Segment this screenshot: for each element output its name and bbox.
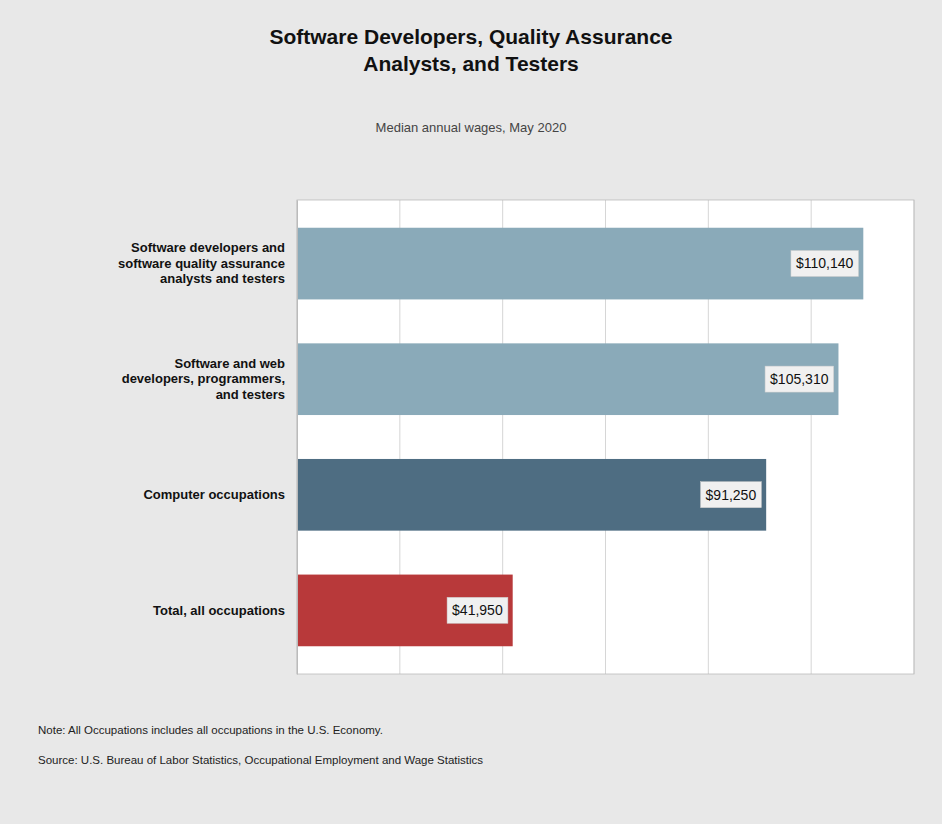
data-label-group: $91,250 <box>701 482 762 508</box>
bar <box>297 343 838 415</box>
tick: Computer occupations <box>143 487 285 502</box>
tick: Total, all occupations <box>153 603 285 618</box>
tick-label: Software and webdevelopers, programmers,… <box>122 356 285 402</box>
frame <box>297 200 914 674</box>
data-label: $41,950 <box>452 602 503 618</box>
axis-line <box>297 201 298 675</box>
plot-background <box>297 200 914 674</box>
tick-label: Computer occupations <box>143 487 285 502</box>
data-label: $105,310 <box>770 371 829 387</box>
bars <box>297 228 863 647</box>
chart: Software Developers, Quality AssuranceAn… <box>0 0 942 824</box>
tick-label: Total, all occupations <box>153 603 285 618</box>
data-label-group: $110,140 <box>791 250 859 276</box>
annotation: Source: U.S. Bureau of Labor Statistics,… <box>38 754 483 766</box>
tick: Software and webdevelopers, programmers,… <box>122 356 285 402</box>
plot: Total, all occupations Computer occupatio… <box>118 200 914 675</box>
y-axis: Total, all occupations Computer occupatio… <box>118 201 297 675</box>
data-label-box <box>791 250 859 276</box>
data-labels: $41,950 $91,250 $105,310 $110,140 <box>447 250 858 623</box>
tick: Software developers andsoftware quality … <box>118 240 285 286</box>
bar <box>297 575 513 647</box>
data-label: $91,250 <box>706 487 757 503</box>
data-label-box <box>447 597 508 623</box>
bar <box>297 459 766 531</box>
data-label-box <box>765 366 834 392</box>
title: Software Developers, Quality AssuranceAn… <box>269 25 672 75</box>
grid <box>297 200 914 674</box>
data-label: $110,140 <box>796 255 854 271</box>
data-label-box <box>701 482 762 508</box>
data-label-group: $105,310 <box>765 366 834 392</box>
tick-label: Software developers andsoftware quality … <box>118 240 285 286</box>
annotation: Note: All Occupations includes all occup… <box>38 724 383 736</box>
subtitle: Median annual wages, May 2020 <box>376 120 567 135</box>
background <box>0 0 942 824</box>
data-label-group: $41,950 <box>447 597 508 623</box>
bar <box>297 228 863 300</box>
